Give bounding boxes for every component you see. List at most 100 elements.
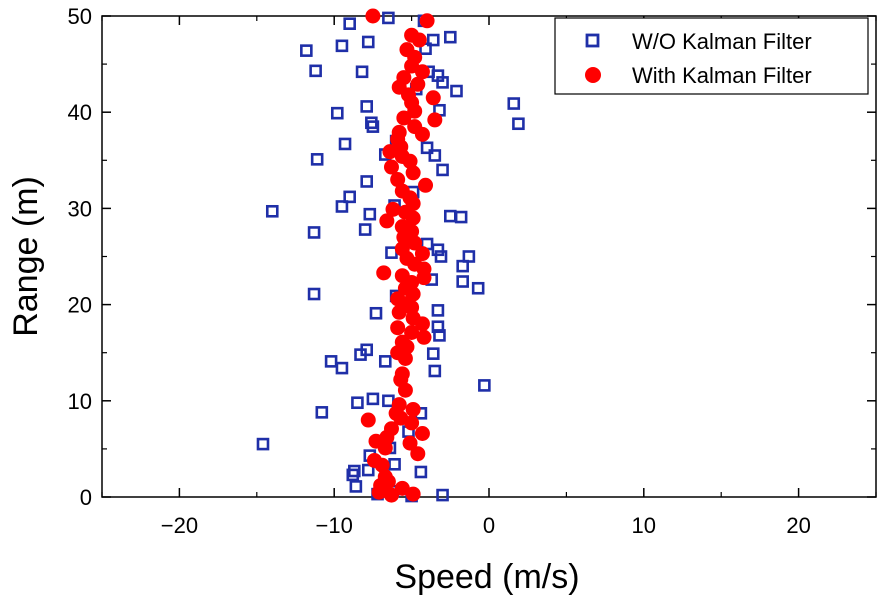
legend: W/O Kalman Filter With Kalman Filter <box>554 17 869 95</box>
data-point <box>397 382 413 398</box>
data-point <box>265 204 279 218</box>
data-point <box>307 287 321 301</box>
data-point <box>414 316 430 332</box>
y-axis-ticks: 0 10 20 30 40 50 <box>68 4 876 510</box>
data-point <box>363 207 377 221</box>
data-point <box>390 320 406 336</box>
data-point <box>349 480 363 493</box>
y-axis-title: Range (m) <box>7 176 45 337</box>
data-point <box>414 126 430 142</box>
data-point <box>402 435 418 451</box>
data-point <box>402 153 418 169</box>
data-point <box>507 97 521 110</box>
data-point <box>396 110 412 126</box>
x-tick-label: 10 <box>632 513 656 538</box>
data-point <box>365 8 381 24</box>
legend-marker-open-square <box>585 33 600 48</box>
data-point <box>428 149 442 162</box>
data-point <box>358 223 372 236</box>
data-point <box>431 320 445 334</box>
y-tick-label: 20 <box>68 293 92 318</box>
data-point <box>378 355 392 368</box>
data-point <box>360 100 374 113</box>
x-tick-label: −10 <box>316 513 353 538</box>
data-point <box>416 270 432 286</box>
y-tick-label: 10 <box>68 389 92 414</box>
data-point <box>360 343 374 357</box>
data-point <box>436 163 449 177</box>
data-point <box>426 347 440 360</box>
data-point <box>383 487 399 503</box>
data-point <box>427 112 443 128</box>
data-point <box>512 117 525 131</box>
x-tick-label: 20 <box>786 513 810 538</box>
data-point <box>410 446 426 462</box>
data-point <box>454 210 468 224</box>
data-point <box>309 64 322 78</box>
series-with-kalman <box>360 8 443 503</box>
data-point <box>436 488 449 502</box>
data-point <box>426 33 440 47</box>
data-point <box>346 468 360 482</box>
y-tick-label: 0 <box>80 485 92 510</box>
data-point <box>456 259 469 273</box>
data-point <box>351 396 364 410</box>
data-point <box>416 329 432 345</box>
data-point <box>343 17 356 30</box>
legend-label-wo-kalman: W/O Kalman Filter <box>632 29 812 54</box>
data-point <box>419 13 435 29</box>
data-point <box>420 141 434 155</box>
data-point <box>390 172 406 188</box>
data-point <box>405 210 421 226</box>
data-point <box>335 361 349 375</box>
data-point <box>456 275 469 288</box>
data-point <box>431 243 445 257</box>
data-point <box>307 226 321 239</box>
data-point <box>361 35 375 49</box>
data-point <box>360 412 376 428</box>
legend-label-with-kalman: With Kalman Filter <box>632 63 812 88</box>
series-wo-kalman <box>256 11 525 503</box>
data-point <box>433 329 446 342</box>
data-point <box>310 153 324 166</box>
series-layer <box>256 8 525 503</box>
legend-marker-filled-circle <box>585 67 601 83</box>
data-point <box>443 30 457 44</box>
data-point <box>431 304 445 317</box>
data-point <box>428 364 442 378</box>
data-point <box>300 44 313 57</box>
data-point <box>410 76 426 92</box>
data-point <box>361 463 375 477</box>
data-point <box>385 201 401 217</box>
data-point <box>414 64 430 80</box>
data-point <box>335 200 349 213</box>
data-point <box>434 250 448 263</box>
data-point <box>383 159 399 175</box>
data-point <box>471 281 485 295</box>
data-point <box>411 32 427 48</box>
data-point <box>414 246 430 262</box>
data-point <box>315 406 329 419</box>
data-point <box>355 65 369 79</box>
data-point <box>366 392 380 406</box>
legend-entry-wo-kalman: W/O Kalman Filter <box>585 29 812 54</box>
legend-box <box>554 17 869 95</box>
data-point <box>338 137 352 151</box>
data-point <box>405 165 421 181</box>
data-point <box>391 304 407 320</box>
data-point <box>425 90 441 106</box>
data-point <box>418 177 434 193</box>
data-point <box>324 355 338 368</box>
data-point <box>405 401 421 417</box>
legend-entry-with-kalman: With Kalman Filter <box>585 63 812 88</box>
data-point <box>382 144 398 160</box>
data-point <box>369 306 383 320</box>
data-point <box>374 457 390 473</box>
data-point <box>360 175 374 188</box>
x-tick-label: 0 <box>483 513 495 538</box>
x-tick-label: −20 <box>161 513 198 538</box>
data-point <box>330 106 344 120</box>
data-point <box>478 379 491 392</box>
data-point <box>388 457 401 471</box>
